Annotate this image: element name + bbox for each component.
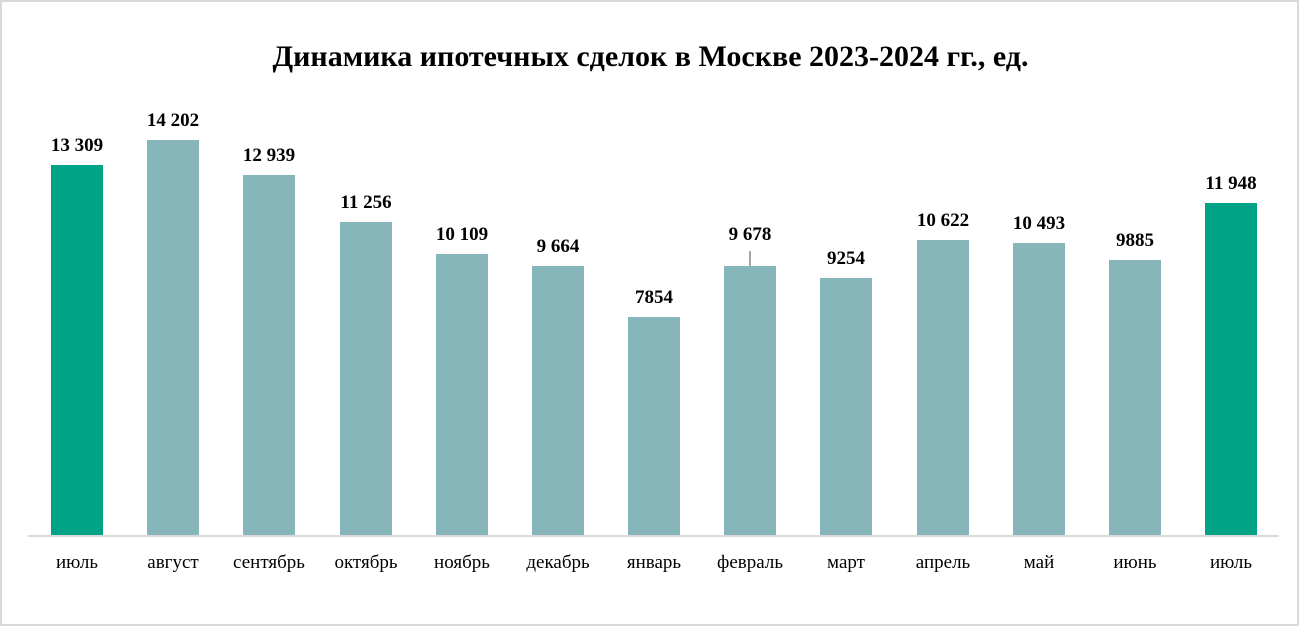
data-label: 9 678	[728, 224, 772, 245]
x-tick-label: август	[147, 552, 199, 573]
x-tick-label: ноябрь	[434, 552, 490, 573]
data-label: 9254	[827, 248, 865, 269]
x-tick-label: февраль	[717, 552, 783, 573]
x-tick-label: июль	[55, 552, 99, 573]
x-tick-label: май	[1023, 552, 1055, 573]
data-label: 9885	[1116, 230, 1154, 251]
bar-9	[917, 240, 969, 535]
x-axis-line	[28, 535, 1279, 537]
bar-12	[1205, 203, 1257, 535]
data-label: 10 622	[916, 210, 970, 231]
x-tick-label: январь	[626, 552, 682, 573]
x-tick-label: сентябрь	[233, 552, 305, 573]
bar-4	[436, 254, 488, 535]
bar-11	[1109, 260, 1161, 535]
bar-6	[628, 317, 680, 535]
bar-0	[51, 165, 103, 535]
x-tick-label: октябрь	[334, 552, 398, 573]
x-tick-label: март	[827, 552, 865, 573]
data-label: 11 256	[340, 192, 392, 213]
data-label: 14 202	[146, 110, 200, 131]
data-label: 10 109	[435, 224, 489, 245]
bar-2	[243, 175, 295, 535]
bar-7	[724, 266, 776, 535]
data-label: 10 493	[1012, 213, 1066, 234]
x-tick-label: июль	[1209, 552, 1253, 573]
data-label: 11 948	[1205, 173, 1257, 194]
bar-10	[1013, 243, 1065, 535]
bar-5	[532, 266, 584, 535]
x-tick-label: декабрь	[526, 552, 590, 573]
chart-title: Динамика ипотечных сделок в Москве 2023-…	[272, 40, 1029, 73]
data-label: 12 939	[242, 145, 296, 166]
bar-8	[820, 278, 872, 535]
data-label: 7854	[635, 287, 673, 308]
data-label: 9 664	[536, 236, 580, 257]
x-tick-label: апрель	[915, 552, 971, 573]
bar-3	[340, 222, 392, 535]
x-tick-label: июнь	[1113, 552, 1157, 573]
label-leader-line	[749, 251, 751, 266]
bar-1	[147, 140, 199, 535]
data-label: 13 309	[50, 135, 104, 156]
